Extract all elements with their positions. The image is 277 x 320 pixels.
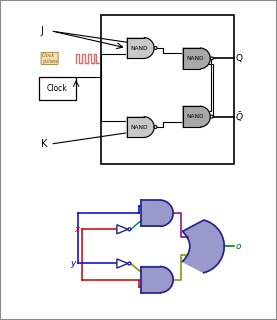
Circle shape bbox=[210, 57, 213, 60]
Polygon shape bbox=[117, 259, 128, 268]
Text: y: y bbox=[70, 259, 75, 268]
Polygon shape bbox=[127, 116, 154, 137]
Text: NAND: NAND bbox=[186, 114, 204, 119]
Circle shape bbox=[154, 125, 157, 129]
Text: NAND: NAND bbox=[186, 56, 204, 61]
Polygon shape bbox=[141, 200, 173, 226]
Polygon shape bbox=[183, 48, 210, 69]
Bar bbox=[39, 77, 76, 100]
Text: Clock
pulses: Clock pulses bbox=[42, 53, 57, 64]
Polygon shape bbox=[141, 267, 173, 293]
Text: $\bar{Q}$: $\bar{Q}$ bbox=[235, 110, 244, 124]
Text: Q: Q bbox=[235, 54, 242, 63]
Polygon shape bbox=[117, 225, 128, 234]
Text: NAND: NAND bbox=[130, 124, 148, 130]
Text: NAND: NAND bbox=[130, 45, 148, 51]
Circle shape bbox=[210, 115, 213, 118]
Circle shape bbox=[128, 228, 131, 231]
Text: x: x bbox=[74, 225, 79, 234]
Text: J: J bbox=[41, 26, 43, 36]
Bar bbox=[101, 15, 234, 164]
Text: o: o bbox=[235, 242, 241, 251]
Text: K: K bbox=[41, 139, 47, 149]
Polygon shape bbox=[183, 106, 210, 127]
Text: Clock: Clock bbox=[47, 84, 68, 93]
Circle shape bbox=[154, 46, 157, 50]
Polygon shape bbox=[183, 220, 224, 273]
Polygon shape bbox=[127, 37, 154, 58]
Circle shape bbox=[128, 262, 131, 265]
